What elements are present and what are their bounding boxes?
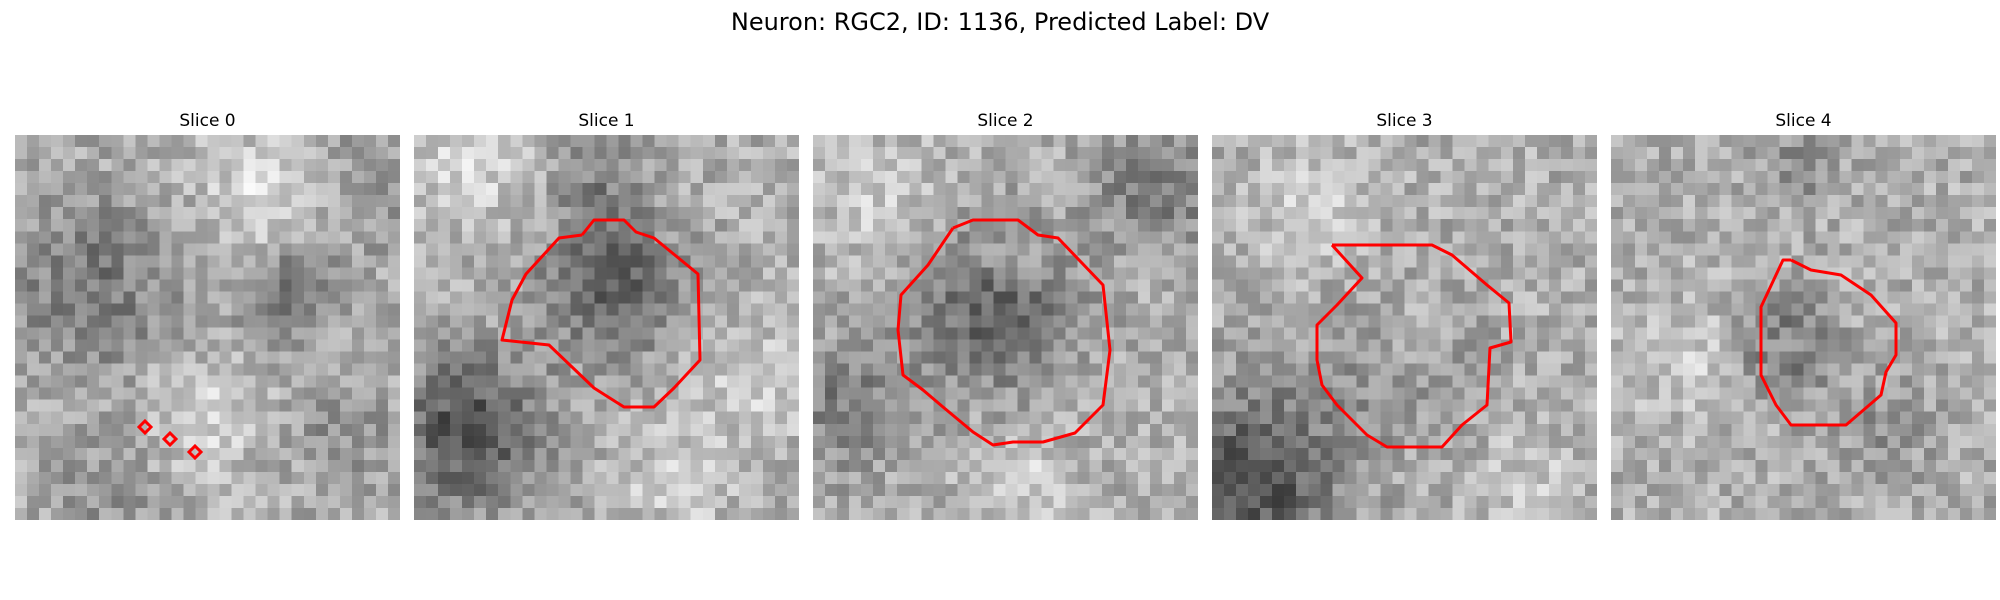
slice-image-0	[15, 135, 400, 520]
slice-image-3	[1212, 135, 1597, 520]
roi-contour	[1759, 258, 1898, 427]
roi-contour	[500, 218, 702, 409]
slice-panel-3: Slice 3	[1212, 110, 1597, 520]
slice-panel-2: Slice 2	[813, 110, 1198, 520]
slice-title-0: Slice 0	[179, 111, 236, 131]
figure-title: Neuron: RGC2, ID: 1136, Predicted Label:…	[730, 8, 1270, 36]
grayscale-patch-3	[1212, 135, 1597, 520]
roi-overlay-1	[500, 218, 702, 409]
grayscale-patch-4	[1611, 135, 1996, 520]
roi-overlay-3	[1315, 243, 1513, 449]
slice-panel-0: Slice 0	[15, 110, 400, 520]
slice-title-2: Slice 2	[977, 111, 1034, 131]
roi-overlay-0	[136, 418, 204, 461]
grayscale-patch-0	[15, 135, 400, 520]
roi-marker	[161, 430, 179, 448]
slice-panel-4: Slice 4	[1611, 110, 1996, 520]
slice-title-1: Slice 1	[578, 111, 635, 131]
roi-marker	[136, 418, 154, 436]
roi-overlay-2	[896, 218, 1112, 447]
slice-title-4: Slice 4	[1775, 111, 1832, 131]
grayscale-patch-1	[414, 135, 799, 520]
slice-panel-1: Slice 1	[414, 110, 799, 520]
slice-title-3: Slice 3	[1376, 111, 1433, 131]
roi-marker	[186, 443, 204, 461]
roi-contour	[1315, 243, 1513, 449]
slice-image-2	[813, 135, 1198, 520]
slice-image-1	[414, 135, 799, 520]
grayscale-patch-2	[813, 135, 1198, 520]
slice-image-4	[1611, 135, 1996, 520]
roi-contour	[896, 218, 1112, 447]
roi-overlay-4	[1759, 258, 1898, 427]
